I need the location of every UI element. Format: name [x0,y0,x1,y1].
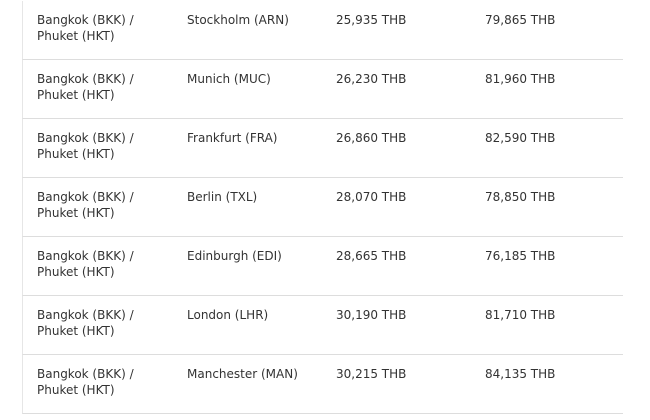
table-row: Bangkok (BKK) / Phuket (HKT) Manchester (… [22,355,623,414]
origin-cell: Bangkok (BKK) / Phuket (HKT) [37,13,134,43]
price-cell: 81,710 THB [485,308,556,322]
price-cell: 28,665 THB [336,249,407,263]
price-cell: 78,850 THB [485,190,556,204]
destination-cell: Edinburgh (EDI) [187,249,282,263]
destination-cell: Manchester (MAN) [187,367,298,381]
table-row: Bangkok (BKK) / Phuket (HKT) London (LHR)… [22,296,623,355]
origin-cell: Bangkok (BKK) / Phuket (HKT) [37,308,134,338]
origin-cell: Bangkok (BKK) / Phuket (HKT) [37,249,134,279]
table-row: Bangkok (BKK) / Phuket (HKT) Berlin (TXL)… [22,178,623,237]
price-cell: 30,215 THB [336,367,407,381]
destination-cell: London (LHR) [187,308,269,322]
price-cell: 84,135 THB [485,367,556,381]
table-row: Bangkok (BKK) / Phuket (HKT) Stockholm (A… [22,1,623,60]
price-cell: 81,960 THB [485,72,556,86]
price-cell: 82,590 THB [485,131,556,145]
destination-cell: Munich (MUC) [187,72,271,86]
table-row: Bangkok (BKK) / Phuket (HKT) Edinburgh (E… [22,237,623,296]
price-cell: 30,190 THB [336,308,407,322]
origin-cell: Bangkok (BKK) / Phuket (HKT) [37,367,134,397]
price-cell: 79,865 THB [485,13,556,27]
destination-cell: Frankfurt (FRA) [187,131,278,145]
price-cell: 28,070 THB [336,190,407,204]
origin-cell: Bangkok (BKK) / Phuket (HKT) [37,190,134,220]
price-cell: 76,185 THB [485,249,556,263]
price-cell: 25,935 THB [336,13,407,27]
price-cell: 26,860 THB [336,131,407,145]
origin-cell: Bangkok (BKK) / Phuket (HKT) [37,72,134,102]
table-row: Bangkok (BKK) / Phuket (HKT) Frankfurt (F… [22,119,623,178]
price-cell: 26,230 THB [336,72,407,86]
destination-cell: Berlin (TXL) [187,190,258,204]
table-row: Bangkok (BKK) / Phuket (HKT) Munich (MUC)… [22,60,623,119]
destination-cell: Stockholm (ARN) [187,13,289,27]
origin-cell: Bangkok (BKK) / Phuket (HKT) [37,131,134,161]
